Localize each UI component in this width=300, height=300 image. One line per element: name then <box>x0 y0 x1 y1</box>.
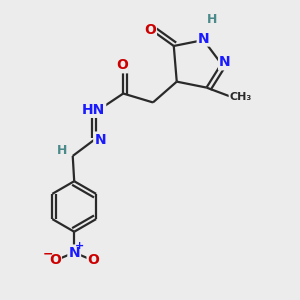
Text: N: N <box>68 245 80 260</box>
Text: H: H <box>207 13 218 26</box>
Text: N: N <box>94 133 106 147</box>
Text: +: + <box>75 241 84 251</box>
Text: N: N <box>219 55 231 69</box>
Text: O: O <box>49 253 61 267</box>
Text: N: N <box>198 32 209 46</box>
Text: O: O <box>116 58 128 72</box>
Text: HN: HN <box>82 103 105 117</box>
Text: O: O <box>144 22 156 37</box>
Text: CH₃: CH₃ <box>230 92 252 101</box>
Text: O: O <box>88 253 100 267</box>
Text: −: − <box>42 248 53 260</box>
Text: H: H <box>57 143 68 157</box>
